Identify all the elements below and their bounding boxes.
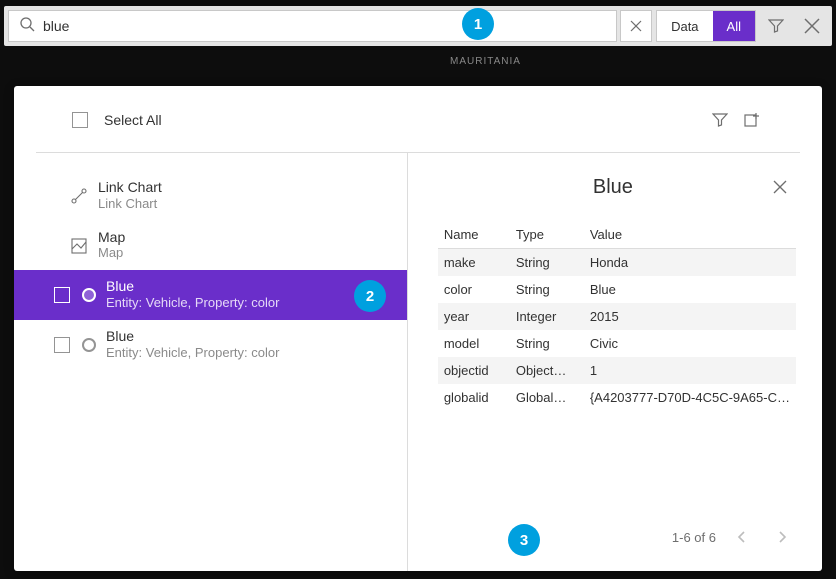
table-row: objectidObject…1 [438,357,796,384]
scope-toggle: Data All [656,10,756,42]
cell-value: {A4203777-D70D-4C5C-9A65-C… [584,390,796,405]
result-checkbox[interactable] [54,287,70,303]
next-page-button[interactable] [768,523,796,551]
detail-title: Blue [438,176,764,199]
pagination-text: 1-6 of 6 [672,530,716,545]
table-header: Name Type Value [438,221,796,249]
result-title: Link Chart [98,179,162,196]
filter-icon[interactable] [760,10,792,42]
cell-value: 1 [584,363,796,378]
result-subtitle: Link Chart [98,196,162,213]
result-subtitle: Entity: Vehicle, Property: color [106,345,279,362]
result-title: Map [98,229,125,246]
add-to-icon[interactable] [736,104,768,136]
cell-type: String [510,282,584,297]
cell-value: Blue [584,282,796,297]
result-item-entity[interactable]: Blue Entity: Vehicle, Property: color [14,320,407,370]
cell-value: Civic [584,336,796,351]
callout-badge-3: 3 [508,524,540,556]
result-checkbox[interactable] [54,337,70,353]
map-country-label: MAURITANIA [450,56,521,67]
table-row: makeStringHonda [438,249,796,276]
cell-value: 2015 [584,309,796,324]
cell-type: String [510,255,584,270]
panel-header: Select All [36,86,800,153]
linkchart-icon [70,187,88,205]
callout-badge-1: 1 [462,8,494,40]
table-row: colorStringBlue [438,276,796,303]
table-row: yearInteger2015 [438,303,796,330]
result-item-linkchart[interactable]: Link Chart Link Chart [14,171,407,221]
table-row: modelStringCivic [438,330,796,357]
detail-header: Blue [438,171,796,203]
callout-badge-2: 2 [354,280,386,312]
search-input-wrap [8,10,617,42]
cell-name: make [438,255,510,270]
select-all-checkbox[interactable] [72,112,88,128]
detail-table: Name Type Value makeStringHondacolorStri… [438,221,796,411]
col-name-header: Name [438,227,510,242]
close-detail-icon[interactable] [764,171,796,203]
search-icon [19,16,35,37]
cell-name: color [438,282,510,297]
map-icon [70,237,88,255]
cell-value: Honda [584,255,796,270]
result-item-entity[interactable]: Blue Entity: Vehicle, Property: color [14,270,407,320]
close-icon[interactable] [796,10,828,42]
cell-type: Object… [510,363,584,378]
detail-pane: Blue Name Type Value makeStringHondacolo… [408,153,822,571]
panel-filter-icon[interactable] [704,104,736,136]
results-panel: Select All Link Chart Link Chart [14,86,822,571]
result-subtitle: Map [98,245,125,262]
scope-toggle-all[interactable]: All [713,11,755,41]
search-bar: Data All [4,6,832,46]
clear-search-button[interactable] [620,10,652,42]
result-title: Blue [106,328,279,345]
search-input[interactable] [43,18,606,34]
result-item-map[interactable]: Map Map [14,221,407,271]
panel-body: Link Chart Link Chart Map Map Blue En [14,153,822,571]
result-subtitle: Entity: Vehicle, Property: color [106,295,279,312]
cell-name: model [438,336,510,351]
cell-name: globalid [438,390,510,405]
col-value-header: Value [584,227,796,242]
detail-footer: 1-6 of 6 [438,513,796,561]
table-row: globalidGlobal…{A4203777-D70D-4C5C-9A65-… [438,384,796,411]
cell-type: String [510,336,584,351]
entity-dot-icon [82,338,96,352]
scope-toggle-data[interactable]: Data [657,11,712,41]
result-list: Link Chart Link Chart Map Map Blue En [14,153,408,571]
cell-type: Integer [510,309,584,324]
entity-dot-icon [82,288,96,302]
cell-type: Global… [510,390,584,405]
prev-page-button[interactable] [728,523,756,551]
cell-name: year [438,309,510,324]
result-title: Blue [106,278,279,295]
select-all-label: Select All [104,112,704,128]
cell-name: objectid [438,363,510,378]
col-type-header: Type [510,227,584,242]
